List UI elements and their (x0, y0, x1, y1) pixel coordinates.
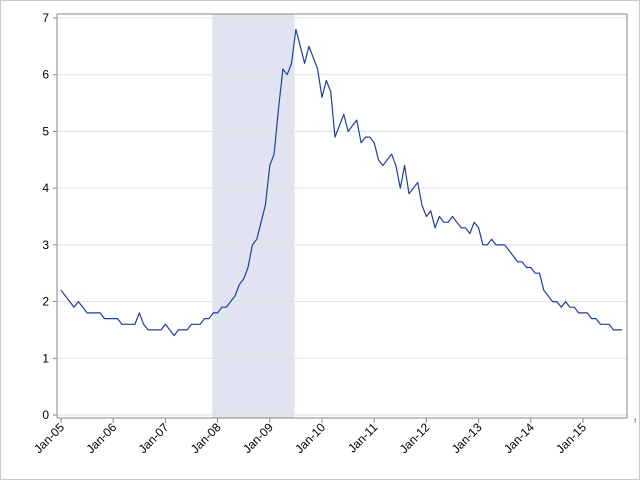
y-tick-label: 5 (42, 124, 49, 138)
x-tick-label: Jan-14 (501, 420, 537, 456)
series-line (60, 28, 623, 337)
y-tick-label: 4 (42, 181, 49, 195)
x-tick-label: Jan-13 (449, 420, 485, 456)
gridlines (57, 17, 627, 416)
x-tick-label: Jan-12 (397, 420, 433, 456)
y-tick-label: 7 (42, 11, 49, 25)
recession-shading (212, 14, 295, 418)
y-tick-label: 6 (42, 68, 49, 82)
x-tick-label: Jan-15 (553, 420, 589, 456)
y-tick-label: 2 (42, 295, 49, 309)
x-tick-label: Jan-06 (83, 420, 119, 456)
x-tick-label: Jan-07 (136, 420, 172, 456)
x-tick-label: Jan-10 (292, 420, 328, 456)
x-tick-label: Jan-08 (188, 420, 224, 456)
y-tick-label: 0 (42, 408, 49, 422)
y-tick-labels: 0 1 2 3 4 5 6 7 (42, 11, 49, 422)
x-tick-labels: Jan-05 Jan-06 Jan-07 Jan-08 Jan-09 Jan-10 Jan-… (31, 420, 589, 456)
shaded-region-layer (212, 14, 295, 418)
x-tick-label: Jan-09 (240, 420, 276, 456)
x-tick-label: Jan-11 (345, 420, 380, 455)
series-line-layer (60, 28, 623, 337)
axes (53, 13, 636, 423)
x-tick-label: Jan-05 (31, 420, 67, 456)
y-tick-label: 1 (42, 351, 49, 365)
y-tick-label: 3 (42, 238, 49, 252)
